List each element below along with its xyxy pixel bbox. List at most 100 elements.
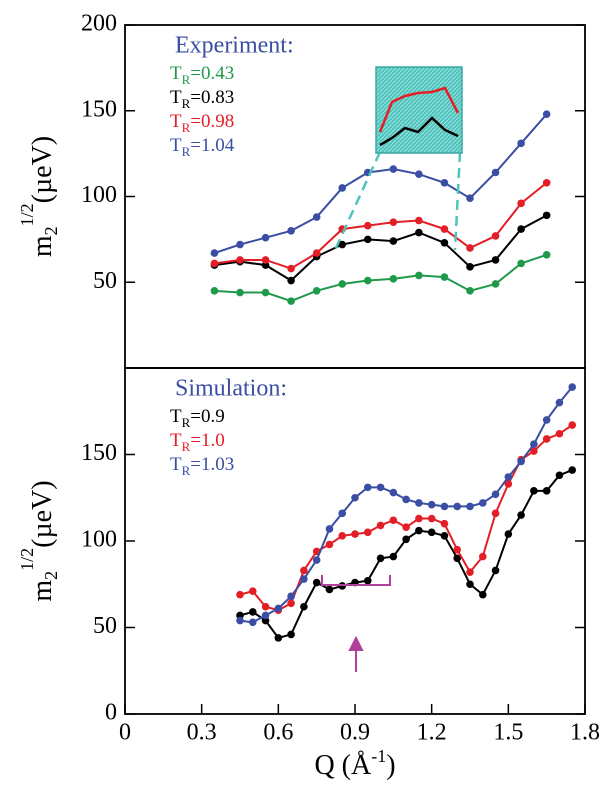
series-line bbox=[239, 469, 573, 640]
x-tick-label: 0 bbox=[119, 720, 131, 746]
y-label-sup: 1/2 bbox=[17, 203, 37, 226]
data-point bbox=[210, 259, 219, 268]
x-label-close: ) bbox=[386, 750, 395, 781]
data-point bbox=[338, 509, 347, 518]
x-tick-label: 0.9 bbox=[340, 720, 370, 746]
data-point bbox=[312, 249, 321, 257]
data-point bbox=[415, 499, 423, 507]
data-point bbox=[261, 602, 270, 611]
data-point bbox=[415, 526, 423, 535]
data-point bbox=[491, 509, 500, 518]
data-point bbox=[415, 228, 423, 237]
data-point bbox=[542, 251, 551, 259]
legend-value: =1.04 bbox=[190, 135, 234, 156]
series-line bbox=[239, 386, 573, 624]
x-axis-label: Q (Å-1) bbox=[314, 746, 395, 781]
legend-value: =1.0 bbox=[190, 430, 224, 451]
data-point bbox=[453, 554, 462, 563]
data-point bbox=[542, 178, 551, 187]
data-point bbox=[517, 199, 525, 208]
x-tick-label: 1.2 bbox=[417, 720, 447, 746]
y-label-sub: 2 bbox=[41, 226, 61, 235]
data-point bbox=[363, 276, 372, 285]
data-point bbox=[530, 447, 538, 455]
y-label-unit: (µeV) bbox=[27, 480, 58, 547]
data-point bbox=[389, 218, 398, 227]
data-point bbox=[274, 604, 283, 613]
legend-subscript: R bbox=[182, 144, 191, 159]
data-point bbox=[415, 514, 423, 523]
data-point bbox=[325, 525, 334, 533]
data-point bbox=[312, 287, 321, 295]
data-point bbox=[312, 556, 321, 564]
data-point bbox=[389, 552, 398, 561]
data-point bbox=[478, 499, 487, 507]
legend-title: Experiment: bbox=[175, 33, 294, 59]
series-line bbox=[214, 253, 547, 303]
data-point bbox=[338, 532, 347, 540]
data-point bbox=[517, 259, 525, 268]
series-line bbox=[214, 214, 548, 282]
y-tick-label: 0 bbox=[105, 700, 117, 726]
data-point bbox=[415, 271, 423, 280]
x-label-main: Q (Å bbox=[314, 750, 372, 781]
data-point bbox=[440, 178, 449, 187]
legend-symbol: T bbox=[170, 111, 182, 132]
data-point bbox=[236, 240, 244, 249]
x-tick-label: 1.8 bbox=[570, 720, 600, 746]
data-point bbox=[466, 194, 474, 203]
bracket-arrow bbox=[321, 575, 391, 672]
data-point bbox=[466, 244, 474, 252]
x-label-sup: -1 bbox=[371, 746, 386, 766]
y-tick-label: 100 bbox=[81, 182, 117, 208]
series-line bbox=[214, 113, 548, 255]
data-point bbox=[287, 227, 295, 235]
legend-subscript: R bbox=[182, 439, 191, 454]
data-point bbox=[427, 514, 436, 523]
data-point bbox=[504, 530, 513, 538]
data-point bbox=[236, 288, 244, 297]
data-point bbox=[402, 523, 410, 531]
data-point bbox=[402, 535, 410, 544]
legend-entry: TR=1.03 bbox=[170, 454, 234, 478]
data-point bbox=[504, 480, 513, 488]
data-point bbox=[236, 616, 244, 625]
y-label-m: m bbox=[27, 580, 58, 602]
x-tick-label: 0.3 bbox=[187, 720, 217, 746]
data-point bbox=[478, 590, 487, 599]
data-point bbox=[287, 264, 295, 273]
data-point bbox=[287, 297, 295, 305]
data-point bbox=[312, 213, 321, 221]
legend-entry: TR=0.83 bbox=[170, 87, 234, 111]
data-point bbox=[363, 221, 372, 230]
data-point bbox=[274, 634, 283, 642]
data-point bbox=[440, 273, 449, 281]
data-point bbox=[427, 528, 436, 537]
data-point bbox=[363, 576, 372, 585]
legend-value: =0.43 bbox=[190, 63, 234, 84]
data-point bbox=[261, 288, 270, 297]
y-label-m: m bbox=[27, 235, 58, 257]
data-point bbox=[530, 440, 538, 448]
legend-value: =0.9 bbox=[190, 406, 224, 427]
data-point bbox=[363, 235, 372, 244]
data-point bbox=[389, 516, 398, 525]
data-point bbox=[466, 568, 474, 576]
data-point bbox=[453, 502, 462, 511]
data-point bbox=[248, 608, 257, 616]
data-point bbox=[389, 237, 398, 245]
data-point bbox=[491, 256, 500, 264]
y-tick-label: 150 bbox=[81, 96, 117, 122]
data-point bbox=[210, 287, 219, 295]
series-line bbox=[214, 182, 548, 270]
data-point bbox=[287, 276, 295, 285]
data-point bbox=[491, 490, 500, 499]
x-tick-label: 1.5 bbox=[493, 720, 523, 746]
y-label-sup: 1/2 bbox=[17, 548, 37, 571]
data-point bbox=[325, 540, 334, 549]
y-tick-label: 150 bbox=[81, 440, 117, 466]
data-point bbox=[312, 578, 321, 587]
legend-symbol: T bbox=[170, 87, 182, 108]
data-point bbox=[261, 256, 270, 264]
data-point bbox=[389, 275, 398, 283]
